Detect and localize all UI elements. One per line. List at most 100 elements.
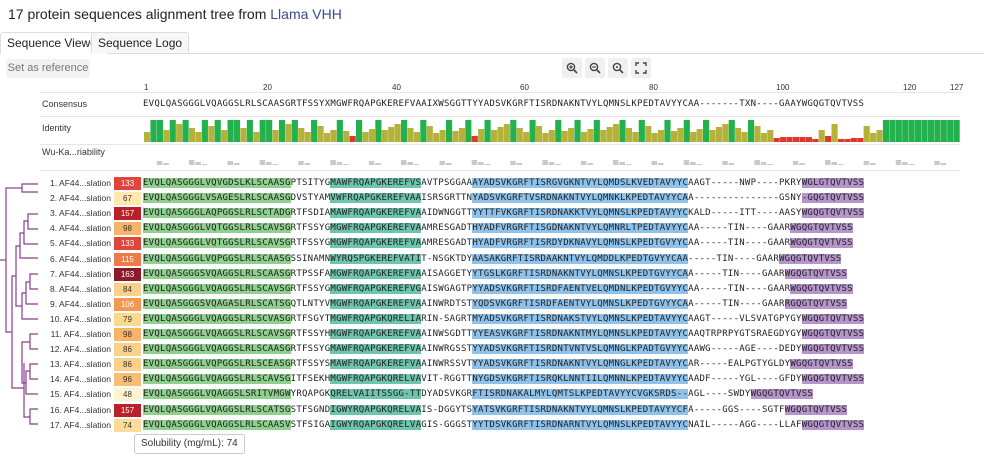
variability-bar bbox=[683, 160, 690, 165]
identity-bar bbox=[201, 120, 208, 142]
variability-bar bbox=[227, 161, 234, 165]
tab-sequence-logo[interactable]: Sequence Logo bbox=[91, 32, 190, 53]
ruler-tick: 40 bbox=[392, 83, 401, 92]
sequence-name[interactable]: 8. AF44...slation bbox=[50, 283, 111, 294]
identity-bar bbox=[317, 126, 324, 142]
variability-bar bbox=[767, 164, 773, 165]
variability-bar bbox=[870, 163, 876, 165]
identity-bar bbox=[902, 120, 909, 142]
variability-bar bbox=[613, 160, 619, 165]
sequence-line: EVQLQASGGGLVQAGGSLRLSCAASVSTFSIGAIGWYRQA… bbox=[143, 419, 865, 430]
identity-bar bbox=[767, 130, 774, 142]
sequence-name[interactable]: 17. AF4...slation bbox=[50, 419, 111, 430]
solubility-cell[interactable]: 98 bbox=[114, 328, 141, 341]
variability-bar bbox=[298, 161, 304, 165]
sequence-line: EVQLQASGGGLVQTGGSLRLSCAVSGRTFSSYGMGWFRQA… bbox=[143, 223, 853, 234]
solubility-cell[interactable]: 157 bbox=[114, 207, 141, 221]
solubility-cell[interactable]: 96 bbox=[114, 373, 141, 387]
sequence-name[interactable]: 7. AF44...slation bbox=[50, 268, 111, 279]
solubility-cell[interactable]: 157 bbox=[114, 403, 141, 417]
variability-bar bbox=[163, 163, 169, 165]
identity-bar bbox=[580, 132, 588, 142]
sequence-name[interactable]: 11. AF4...slation bbox=[50, 329, 111, 339]
solubility-cell[interactable]: 48 bbox=[114, 388, 141, 402]
alignment-viewer: 1 20 40 60 80 100 120 127 Consensus EVQL… bbox=[0, 83, 984, 462]
identity-bar bbox=[266, 120, 273, 142]
identity-bar bbox=[497, 127, 504, 142]
identity-bar bbox=[870, 133, 877, 142]
sequence-name[interactable]: 1. AF44...slation bbox=[50, 178, 111, 188]
variability-bar bbox=[940, 163, 947, 165]
variability-bar bbox=[413, 164, 420, 165]
identity-bar bbox=[831, 124, 838, 142]
identity-bar bbox=[953, 120, 960, 142]
solubility-cell[interactable]: 67 bbox=[114, 192, 141, 206]
identity-bar bbox=[490, 130, 498, 142]
variability-bar bbox=[484, 164, 491, 165]
set-reference-button[interactable]: Set as reference bbox=[6, 59, 90, 78]
identity-bar bbox=[805, 137, 812, 142]
identity-bar bbox=[208, 126, 215, 142]
solubility-cell[interactable]: 86 bbox=[114, 343, 141, 357]
ruler-tick: 127 bbox=[950, 83, 964, 92]
solubility-cell[interactable]: 133 bbox=[114, 237, 141, 251]
sequence-line: EVQLQASGGGLVSAGESLRLSCAASGDVSTYAMVWFRQAP… bbox=[143, 193, 865, 204]
sequence-name[interactable]: 4. AF44...slation bbox=[50, 223, 111, 234]
zoom-in-icon[interactable] bbox=[562, 58, 582, 78]
solubility-cell[interactable]: 84 bbox=[114, 282, 141, 296]
sequence-name[interactable]: 2. AF44...slation bbox=[50, 193, 111, 204]
solubility-cell[interactable]: 74 bbox=[114, 418, 141, 432]
zoom-out-icon[interactable] bbox=[585, 58, 605, 78]
identity-bar bbox=[741, 132, 748, 142]
identity-bar bbox=[375, 120, 382, 142]
identity-bar bbox=[587, 129, 594, 142]
identity-bar bbox=[568, 128, 575, 142]
sequence-name[interactable]: 6. AF44...slation bbox=[50, 253, 111, 264]
identity-bar bbox=[516, 128, 523, 142]
sequence-line: EVQLQASGGGLVQPGGSLRLSCEASGRTFSSYSMAWFRQA… bbox=[143, 359, 853, 370]
identity-bar bbox=[638, 120, 645, 142]
solubility-cell[interactable]: 163 bbox=[114, 267, 141, 281]
identity-bar bbox=[413, 132, 420, 142]
sequence-name[interactable]: 15. AF4...slation bbox=[50, 389, 111, 400]
identity-bar bbox=[246, 120, 253, 142]
identity-bar bbox=[606, 127, 613, 142]
identity-label: Identity bbox=[42, 123, 72, 133]
sequence-name[interactable]: 3. AF44...slation bbox=[50, 208, 111, 219]
identity-bar bbox=[259, 120, 266, 142]
variability-bar bbox=[343, 164, 349, 165]
sequence-name[interactable]: 10. AF4...slation bbox=[50, 313, 111, 324]
divider bbox=[40, 92, 960, 93]
ruler-tick: 60 bbox=[520, 83, 529, 92]
variability-bar bbox=[580, 161, 587, 165]
identity-bar bbox=[195, 132, 202, 142]
tab-sequence-viewer[interactable]: Sequence Viewer bbox=[0, 32, 108, 54]
variability-bar bbox=[201, 164, 208, 165]
solubility-tooltip: Solubility (mg/mL): 74 bbox=[134, 434, 245, 454]
sequence-name[interactable]: 5. AF44...slation bbox=[50, 238, 111, 249]
variability-bar bbox=[625, 164, 632, 165]
solubility-cell[interactable]: 133 bbox=[114, 177, 141, 190]
identity-bar bbox=[356, 120, 363, 142]
sequence-name[interactable]: 12. AF4...slation bbox=[50, 344, 111, 355]
solubility-cell[interactable]: 106 bbox=[114, 297, 141, 311]
identity-bar bbox=[625, 128, 633, 142]
sequence-name[interactable]: 13. AF4...slation bbox=[50, 359, 111, 370]
variability-bar bbox=[728, 163, 735, 165]
expand-icon[interactable] bbox=[631, 58, 651, 78]
identity-bar bbox=[548, 130, 555, 142]
zoom-fit-icon[interactable] bbox=[608, 58, 628, 78]
sequence-name[interactable]: 16. AF4...slation bbox=[50, 404, 111, 415]
identity-bar bbox=[407, 128, 414, 142]
sequence-name[interactable]: 9. AF44...slation bbox=[50, 298, 111, 309]
solubility-cell[interactable]: 86 bbox=[114, 358, 141, 372]
solubility-cell[interactable]: 98 bbox=[114, 222, 141, 236]
variability-bar bbox=[471, 160, 478, 165]
sequence-name[interactable]: 14. AF4...slation bbox=[50, 374, 111, 385]
identity-histogram bbox=[144, 120, 960, 142]
identity-bar bbox=[311, 120, 318, 142]
solubility-cell[interactable]: 115 bbox=[114, 252, 141, 266]
identity-bar bbox=[291, 120, 298, 142]
solubility-cell[interactable]: 79 bbox=[114, 312, 141, 326]
variability-bar bbox=[233, 163, 240, 165]
